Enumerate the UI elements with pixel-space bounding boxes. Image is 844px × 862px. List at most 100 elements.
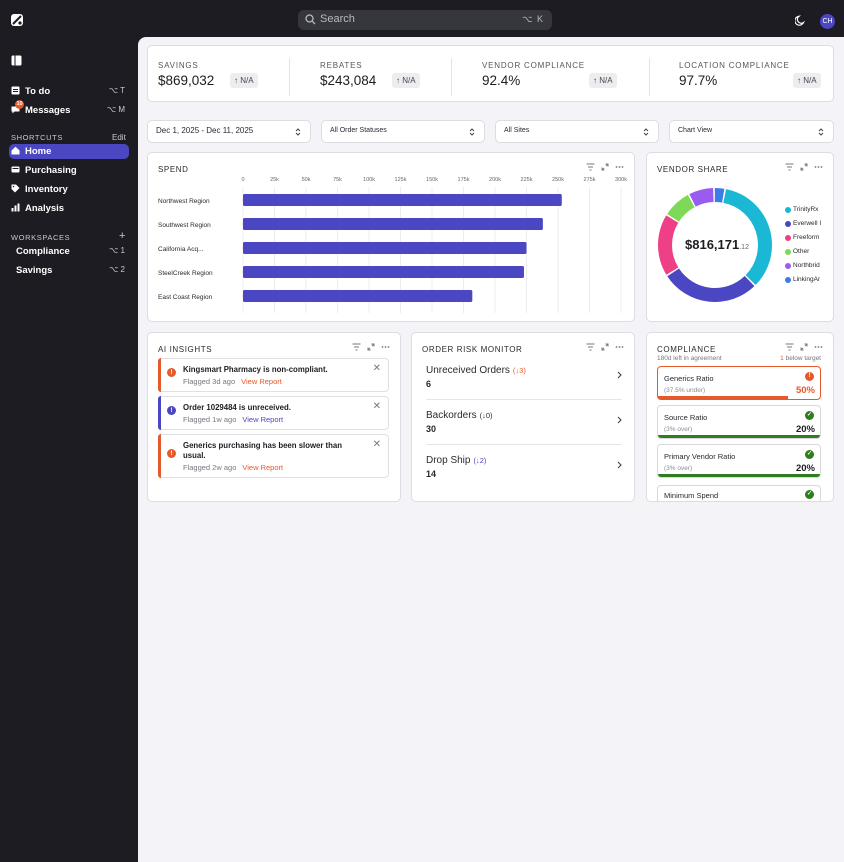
- risk-value: 6: [426, 379, 432, 389]
- app-logo-icon[interactable]: [10, 13, 24, 27]
- sidebar-item-compliance[interactable]: Compliance ⌥ 1: [9, 244, 129, 259]
- divider: [451, 58, 452, 96]
- filter-icon[interactable]: [785, 163, 794, 171]
- sidebar-item-analysis[interactable]: Analysis: [9, 201, 129, 216]
- kpi-value: $869,032: [158, 73, 215, 88]
- donut-slice[interactable]: [723, 189, 772, 285]
- risk-row-unreceived[interactable]: Unreceived Orders (↓3) 6: [426, 365, 622, 395]
- donut-slice[interactable]: [689, 188, 714, 207]
- kpi-label: LOCATION COMPLIANCE: [679, 61, 790, 70]
- expand-icon[interactable]: [800, 163, 808, 171]
- compliance-item-source-ratio[interactable]: Source Ratio (3% over) 20% ✓: [657, 405, 821, 439]
- sidebar-item-label: Compliance: [16, 246, 70, 257]
- legend-dot: [785, 235, 791, 241]
- filter-icon[interactable]: [586, 163, 595, 171]
- spend-bar[interactable]: [243, 290, 473, 302]
- expand-icon[interactable]: [367, 343, 375, 351]
- sidebar-toggle-icon[interactable]: [11, 55, 22, 66]
- donut-slice[interactable]: [714, 188, 725, 203]
- sidebar-item-todo[interactable]: To do ⌥ T: [9, 84, 129, 99]
- donut-slice[interactable]: [658, 215, 679, 275]
- order-status-select[interactable]: All Order Statuses: [321, 120, 485, 143]
- sidebar-item-home[interactable]: Home: [9, 144, 129, 159]
- spend-bar[interactable]: [243, 242, 527, 254]
- spend-bar-chart: 0 25k 50k 75k 100k 125k 150k 175k 200k 225k 250k 27…: [158, 177, 627, 313]
- insight-meta: Flagged 2w ago View Report: [183, 463, 283, 472]
- legend-label: Northbrid: [793, 262, 820, 269]
- expand-icon[interactable]: [601, 343, 609, 351]
- donut-slice[interactable]: [667, 268, 755, 302]
- filter-icon[interactable]: [352, 343, 361, 351]
- compliance-progress-bar: [658, 396, 788, 399]
- close-icon[interactable]: ✕: [372, 439, 381, 450]
- donut-total-value: $816,171: [685, 237, 740, 252]
- insight-item[interactable]: ! Order 1029484 is unreceived. Flagged 1…: [158, 396, 389, 430]
- insight-flagged: Flagged 2w ago: [183, 463, 237, 472]
- top-bar: Search ⌥ K CH: [0, 0, 844, 37]
- agreement-days-left: 180d left in agreement: [657, 355, 722, 362]
- compliance-item-generics-ratio[interactable]: Generics Ratio (37.5% under) 50% !: [657, 366, 821, 400]
- legend-label: Other: [793, 248, 810, 255]
- sites-select[interactable]: All Sites: [495, 120, 659, 143]
- card-title: ORDER RISK MONITOR: [422, 345, 523, 354]
- more-icon[interactable]: [381, 343, 390, 351]
- view-value: Chart View: [678, 127, 713, 134]
- kpi-location-compliance: LOCATION COMPLIANCE 97.7% ↑ N/A: [679, 46, 829, 110]
- more-icon[interactable]: [814, 163, 823, 171]
- risk-value: 14: [426, 469, 437, 479]
- x-tick-label: 25k: [270, 177, 279, 183]
- card-title: AI INSIGHTS: [158, 345, 213, 354]
- close-icon[interactable]: ✕: [372, 401, 381, 412]
- sidebar-item-purchasing[interactable]: Purchasing: [9, 163, 129, 178]
- search-bar[interactable]: Search ⌥ K: [298, 10, 552, 30]
- more-icon[interactable]: [615, 163, 624, 171]
- view-report-link[interactable]: View Report: [242, 415, 284, 424]
- donut-slice[interactable]: [667, 194, 695, 222]
- spend-bar[interactable]: [243, 266, 524, 278]
- filter-icon[interactable]: [785, 343, 794, 351]
- insight-item[interactable]: ! Kingsmart Pharmacy is non-compliant. F…: [158, 358, 389, 392]
- shortcuts-edit-button[interactable]: Edit: [112, 133, 126, 142]
- sidebar-item-inventory[interactable]: Inventory: [9, 182, 129, 197]
- compliance-card: COMPLIANCE 180d left in agreement 1 belo…: [646, 332, 834, 502]
- risk-row-backorders[interactable]: Backorders (↓0) 30: [426, 410, 622, 440]
- sidebar-item-label: Home: [25, 146, 52, 157]
- spend-bar[interactable]: [243, 218, 543, 230]
- avatar[interactable]: CH: [820, 14, 835, 29]
- view-report-link[interactable]: View Report: [242, 463, 284, 472]
- close-icon[interactable]: ✕: [372, 363, 381, 374]
- sidebar-item-messages[interactable]: 10 Messages ⌥ M: [9, 100, 129, 118]
- chevron-updown-icon: [469, 128, 475, 136]
- legend-label: LinkingAr: [793, 276, 821, 283]
- workspaces-heading: WORKSPACES: [11, 233, 71, 242]
- check-icon: ✓: [805, 450, 814, 459]
- add-workspace-button[interactable]: +: [119, 230, 126, 242]
- insight-item[interactable]: ! Generics purchasing has been slower th…: [158, 434, 389, 478]
- view-report-link[interactable]: View Report: [241, 377, 282, 386]
- compliance-item-minimum-spend[interactable]: Minimum Spend ✓: [657, 485, 821, 501]
- card-tools: [586, 343, 624, 351]
- sidebar-item-savings[interactable]: Savings ⌥ 2: [9, 263, 129, 278]
- compliance-item-sub: (3% over): [664, 426, 693, 433]
- view-select[interactable]: Chart View: [669, 120, 834, 143]
- more-icon[interactable]: [615, 343, 624, 351]
- dark-mode-toggle-icon[interactable]: [795, 15, 806, 26]
- spend-bar[interactable]: [243, 194, 562, 206]
- kpi-change-value: N/A: [240, 76, 254, 85]
- expand-icon[interactable]: [800, 343, 808, 351]
- legend-dot: [785, 263, 791, 269]
- cart-icon: [11, 166, 20, 173]
- date-range-select[interactable]: Dec 1, 2025 - Dec 11, 2025: [147, 120, 311, 143]
- inbox-icon: [11, 86, 20, 95]
- arrow-up-icon: ↑: [593, 76, 600, 85]
- compliance-item-name: Generics Ratio: [664, 374, 714, 383]
- compliance-item-primary-vendor-ratio[interactable]: Primary Vendor Ratio (3% over) 20% ✓: [657, 444, 821, 478]
- expand-icon[interactable]: [601, 163, 609, 171]
- risk-row-drop-ship[interactable]: Drop Ship (↓2) 14: [426, 455, 622, 485]
- tag-icon: [11, 184, 20, 193]
- legend-label: Everwell I: [793, 220, 822, 227]
- more-icon[interactable]: [814, 343, 823, 351]
- divider: [649, 58, 650, 96]
- filter-icon[interactable]: [586, 343, 595, 351]
- insight-title: Order 1029484 is unreceived.: [183, 403, 291, 412]
